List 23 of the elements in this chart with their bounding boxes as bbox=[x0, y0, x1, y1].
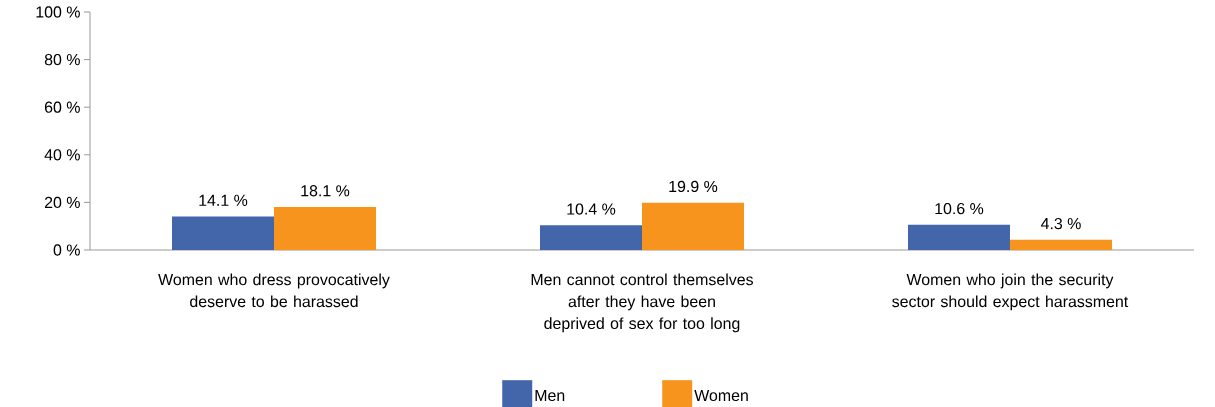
data-label: 14.1 % bbox=[199, 194, 248, 206]
x-tick-label: Men cannot control themselves after they have been deprived of sex for too long bbox=[531, 273, 754, 333]
bar bbox=[172, 216, 274, 250]
data-label: 10.4 % bbox=[567, 203, 616, 215]
data-label: 18.1 % bbox=[301, 185, 350, 197]
x-tick-label: Women who dress provocatively deserve to be harassed bbox=[158, 273, 390, 308]
y-tick-label: 80 % bbox=[44, 53, 80, 66]
x-tick-label: Women who join the security sector should expect harassment bbox=[892, 273, 1129, 311]
data-label: 4.3 % bbox=[1040, 217, 1081, 230]
data-label: 19.9 % bbox=[669, 180, 718, 193]
y-tick-label: 40 % bbox=[44, 149, 80, 161]
legend-label: Women bbox=[694, 389, 748, 402]
y-tick-label: 0 % bbox=[53, 244, 80, 256]
y-tick-label: 20 % bbox=[44, 196, 80, 209]
y-tick-label: 100 % bbox=[36, 6, 80, 18]
bar bbox=[642, 202, 744, 250]
bar bbox=[1009, 239, 1112, 250]
data-label: 10.6 % bbox=[935, 202, 984, 215]
legend-label: Men bbox=[535, 389, 565, 402]
bar bbox=[274, 206, 377, 250]
y-tick-label: 60 % bbox=[44, 101, 80, 113]
bar bbox=[907, 224, 1010, 250]
bar bbox=[539, 225, 642, 250]
